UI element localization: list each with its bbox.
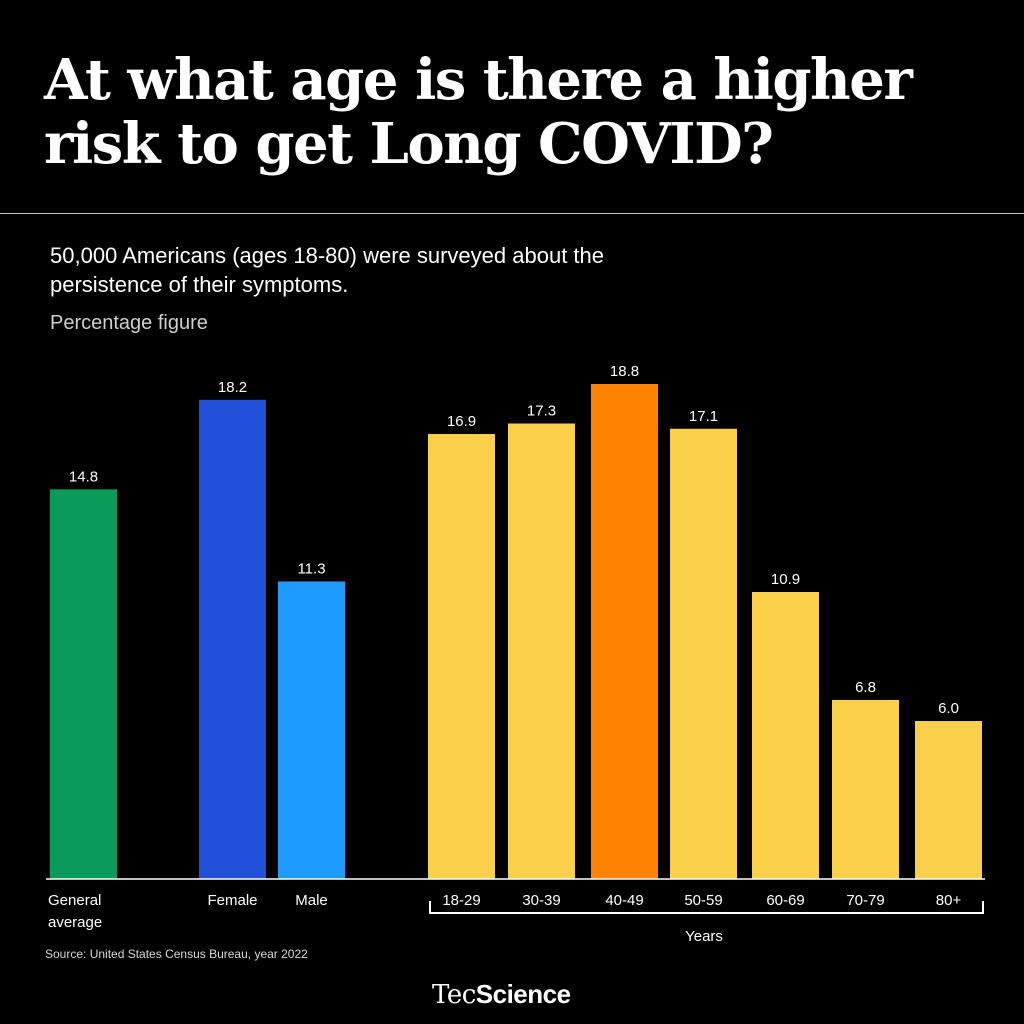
- category-label-0-0: General: [48, 892, 101, 909]
- value-label-3: 16.9: [447, 413, 476, 430]
- value-label-0: 14.8: [69, 468, 98, 485]
- bar-7: [752, 592, 819, 879]
- category-label-8: 70-79: [846, 892, 884, 909]
- unit-label: Percentage figure: [50, 312, 208, 334]
- value-label-9: 6.0: [938, 700, 959, 717]
- value-label-5: 18.8: [610, 363, 639, 380]
- chart-title: At what age is there a higher risk to ge…: [44, 47, 913, 177]
- brand-logo: TecScience: [432, 979, 571, 1010]
- category-label-5: 40-49: [605, 892, 643, 909]
- value-label-4: 17.3: [527, 402, 556, 419]
- chart-subtitle: 50,000 Americans (ages 18-80) were surve…: [50, 243, 604, 297]
- category-label-7: 60-69: [766, 892, 804, 909]
- source-note: Source: United States Census Bureau, yea…: [45, 947, 308, 961]
- bar-3: [428, 434, 495, 879]
- bar-5: [591, 384, 658, 879]
- bar-4: [508, 423, 575, 879]
- bar-9: [915, 721, 982, 879]
- value-label-1: 18.2: [218, 379, 247, 396]
- brand-prefix: Tec: [432, 980, 476, 1010]
- category-label-3: 18-29: [442, 892, 480, 909]
- bar-8: [832, 699, 899, 879]
- category-label-4: 30-39: [522, 892, 560, 909]
- category-label-2: Male: [295, 892, 328, 909]
- age-group-bracket: [429, 901, 984, 914]
- category-label-0-1: average: [48, 914, 102, 931]
- title-divider: [0, 213, 1024, 214]
- bar-6: [670, 428, 737, 879]
- bar-0: [50, 489, 117, 879]
- value-label-6: 17.1: [689, 408, 718, 425]
- brand-suffix: Science: [475, 979, 571, 1009]
- category-label-1: Female: [207, 892, 257, 909]
- category-label-9: 80+: [936, 892, 962, 909]
- value-label-8: 6.8: [855, 679, 876, 696]
- value-label-2: 11.3: [297, 560, 325, 577]
- age-group-label: Years: [685, 928, 723, 945]
- bar-1: [199, 399, 266, 879]
- bar-2: [278, 581, 345, 879]
- value-label-7: 10.9: [771, 571, 800, 588]
- category-label-6: 50-59: [684, 892, 722, 909]
